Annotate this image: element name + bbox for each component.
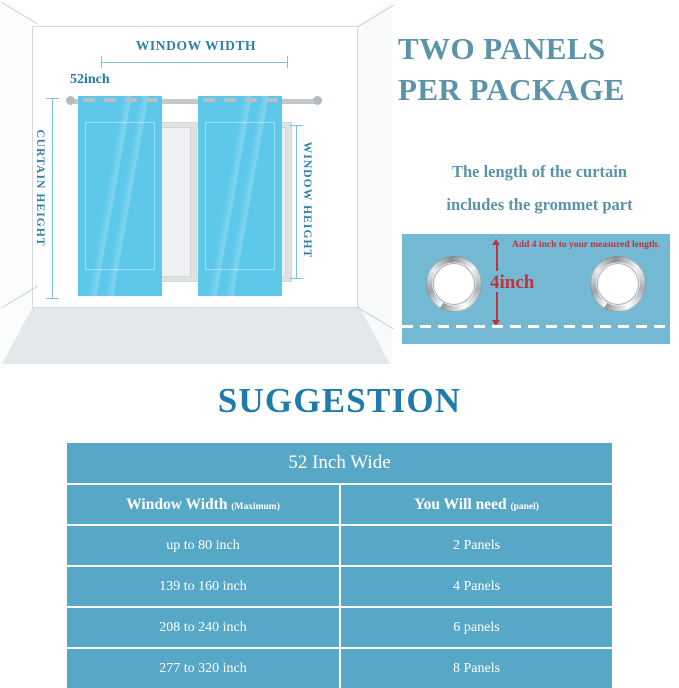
- cell-window-width: 277 to 320 inch: [67, 649, 342, 688]
- grommet-icon: [125, 98, 137, 102]
- column-header-you-will-need-note: (panel): [510, 501, 539, 512]
- subheadline-line-2: includes the grommet part: [446, 195, 633, 214]
- window-height-dimension-line: [296, 125, 297, 278]
- grommet-note: Add 4 inch to your measured length.: [512, 240, 660, 250]
- table-row-banner: 52 Inch Wide: [67, 443, 612, 485]
- window-width-dimension-line: [101, 62, 287, 63]
- cell-panels-needed: 6 panels: [341, 608, 612, 649]
- curtain-panel-right: [198, 96, 282, 296]
- table-row-header: Window Width (Maximum) You Will need (pa…: [67, 485, 612, 526]
- curtain-rod-finial-right: [313, 96, 322, 105]
- curtain-width-label: 52inch: [70, 72, 110, 87]
- measure-arrow-lower: [496, 292, 498, 322]
- arrow-down-icon: [492, 320, 500, 326]
- grommet-icon: [146, 98, 158, 102]
- grommet-measure-label: 4inch: [490, 272, 535, 293]
- headline: TWO PANELS PER PACKAGE: [398, 28, 679, 110]
- cell-panels-needed: 4 Panels: [341, 567, 612, 608]
- curtain-rod: [70, 99, 318, 104]
- window-width-label: WINDOW WIDTH: [135, 38, 257, 53]
- column-header-window-width: Window Width (Maximum): [67, 485, 342, 526]
- column-header-window-width-note: (Maximum): [231, 501, 280, 512]
- cell-panels-needed: 2 Panels: [341, 526, 612, 567]
- headline-line-1: TWO PANELS: [398, 31, 606, 66]
- grommet-ring-icon: [590, 256, 646, 312]
- window-height-tick-top: [290, 125, 303, 126]
- cell-window-width: 139 to 160 inch: [67, 567, 342, 608]
- suggestion-title: SUGGESTION: [217, 381, 462, 420]
- headline-line-2: PER PACKAGE: [398, 72, 625, 107]
- cell-window-width: 208 to 240 inch: [67, 608, 342, 649]
- arrow-up-icon: [492, 239, 500, 245]
- curtain-rod-finial-left: [66, 96, 75, 105]
- dashed-measure-line: [402, 325, 670, 328]
- table-row: 277 to 320 inch 8 Panels: [67, 649, 612, 688]
- grommet-icon: [245, 98, 257, 102]
- window-height-tick-bottom: [290, 278, 303, 279]
- grommet-icon: [224, 98, 236, 102]
- grommet-icon: [83, 98, 95, 102]
- cell-panels-needed: 8 Panels: [341, 649, 612, 688]
- table-row: up to 80 inch 2 Panels: [67, 526, 612, 567]
- grommet-ring-icon: [426, 256, 482, 312]
- curtain-panel-left-sheen: [78, 96, 162, 296]
- table-banner-width: 52 Inch Wide: [67, 443, 612, 485]
- room-wall-left: [0, 0, 34, 366]
- table-row: 139 to 160 inch 4 Panels: [67, 567, 612, 608]
- window-width-tick-right: [287, 56, 288, 68]
- curtain-panel-right-top-scallop: [198, 96, 282, 110]
- table-row: 208 to 240 inch 6 panels: [67, 608, 612, 649]
- cell-window-width: up to 80 inch: [67, 526, 342, 567]
- column-header-you-will-need-main: You Will need: [414, 495, 511, 513]
- grommet-icon: [266, 98, 278, 102]
- window-width-tick-left: [101, 56, 102, 68]
- column-header-window-width-main: Window Width: [126, 495, 232, 513]
- curtain-panel-right-sheen: [198, 96, 282, 296]
- curtain-panel-left: [78, 96, 162, 296]
- column-header-you-will-need: You Will need (panel): [341, 485, 612, 526]
- curtain-panel-left-top-scallop: [78, 96, 162, 110]
- room-diagram: WINDOW WIDTH 52inch CURTAIN HEIGHT WINDO…: [0, 0, 395, 366]
- curtain-height-dimension-line: [52, 98, 53, 298]
- curtain-height-tick-bottom: [46, 298, 59, 299]
- measure-arrow-upper: [496, 243, 498, 271]
- curtain-panel-right-inner-border: [205, 122, 275, 270]
- curtain-height-label: CURTAIN HEIGHT: [34, 129, 46, 247]
- subheadline: The length of the curtain includes the g…: [400, 155, 679, 221]
- grommet-icon: [104, 98, 116, 102]
- suggestion-table: 52 Inch Wide Window Width (Maximum) You …: [67, 443, 612, 688]
- curtain-height-tick-top: [46, 98, 59, 99]
- grommet-detail-panel: Add 4 inch to your measured length. 4inc…: [402, 234, 670, 344]
- curtain-panel-left-inner-border: [85, 122, 155, 270]
- window-height-label: WINDOW HEIGHT: [301, 141, 313, 259]
- subheadline-line-1: The length of the curtain: [451, 162, 628, 181]
- grommet-icon: [203, 98, 215, 102]
- room-floor: [2, 306, 390, 364]
- room-wall-right: [357, 0, 392, 366]
